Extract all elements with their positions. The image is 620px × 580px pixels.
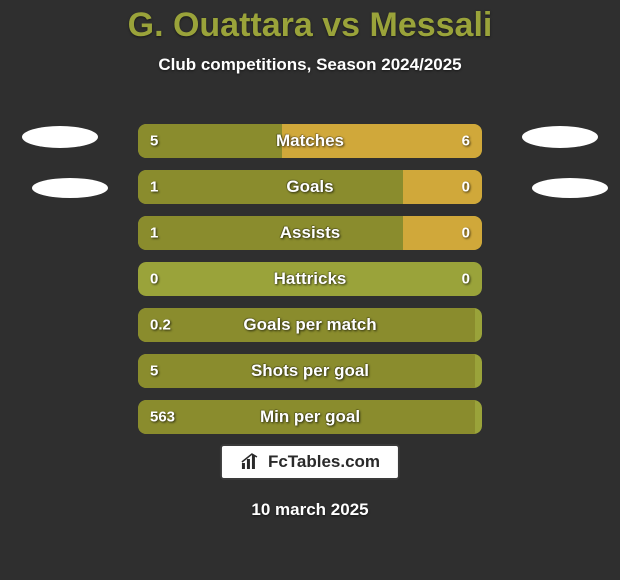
stat-label: Goals: [286, 177, 333, 197]
stat-label: Min per goal: [260, 407, 360, 427]
stat-value-left: 563: [150, 409, 175, 426]
stat-value-left: 0.2: [150, 317, 171, 334]
source-logo: FcTables.com: [220, 444, 400, 480]
stat-row: Assists 1 0: [138, 216, 482, 250]
chart-bars-icon: [240, 453, 262, 471]
stat-row: Shots per goal 5: [138, 354, 482, 388]
stat-label: Hattricks: [274, 269, 347, 289]
stat-row: Goals 1 0: [138, 170, 482, 204]
source-logo-text: FcTables.com: [268, 452, 380, 472]
stats-rows: Matches56Goals10Assists10Hattricks00Goal…: [138, 124, 482, 446]
comparison-infographic: G. Ouattara vs Messali Club competitions…: [0, 0, 620, 580]
stat-value-right: 0: [462, 271, 470, 288]
stat-value-right: 0: [462, 179, 470, 196]
page-title: G. Ouattara vs Messali: [0, 0, 620, 45]
generated-date: 10 march 2025: [251, 500, 368, 520]
stat-value-left: 1: [150, 225, 158, 242]
player-right-photo-placeholder: [522, 126, 598, 148]
stat-value-left: 5: [150, 133, 158, 150]
stat-row: Hattricks 0 0: [138, 262, 482, 296]
stat-value-right: 6: [462, 133, 470, 150]
stat-row: Min per goal 563: [138, 400, 482, 434]
stat-value-left: 5: [150, 363, 158, 380]
stat-value-left: 0: [150, 271, 158, 288]
player-left-club-placeholder: [32, 178, 108, 198]
stat-left-bar: [138, 216, 403, 250]
stat-value-left: 1: [150, 179, 158, 196]
stat-row: Goals per match 0.2: [138, 308, 482, 342]
stat-value-right: 0: [462, 225, 470, 242]
stat-label: Goals per match: [243, 315, 376, 335]
player-right-club-placeholder: [532, 178, 608, 198]
stat-left-bar: [138, 170, 403, 204]
stat-right-bar: [403, 216, 482, 250]
stat-left-bar: [138, 124, 282, 158]
player-left-photo-placeholder: [22, 126, 98, 148]
stat-right-bar: [403, 170, 482, 204]
subtitle: Club competitions, Season 2024/2025: [0, 55, 620, 75]
stat-label: Shots per goal: [251, 361, 369, 381]
stat-label: Assists: [280, 223, 340, 243]
stat-label: Matches: [276, 131, 344, 151]
stat-row: Matches 5 6: [138, 124, 482, 158]
